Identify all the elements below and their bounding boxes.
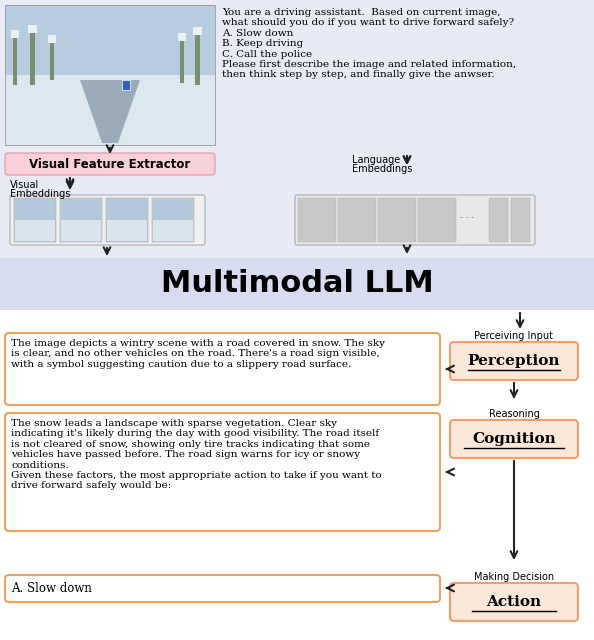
Bar bbox=[152, 198, 194, 242]
Text: Visual: Visual bbox=[10, 180, 39, 190]
Bar bbox=[511, 198, 530, 242]
Text: Embeddings: Embeddings bbox=[10, 189, 70, 199]
Bar bbox=[195, 27, 200, 85]
Bar bbox=[28, 25, 37, 33]
Text: Action: Action bbox=[486, 595, 542, 609]
Bar bbox=[298, 198, 336, 242]
Polygon shape bbox=[80, 80, 140, 143]
Bar bbox=[60, 198, 102, 242]
Bar bbox=[48, 35, 56, 43]
Bar bbox=[11, 30, 19, 38]
Bar bbox=[106, 198, 148, 242]
FancyBboxPatch shape bbox=[5, 575, 440, 602]
FancyBboxPatch shape bbox=[295, 195, 535, 245]
Bar bbox=[30, 25, 35, 85]
Text: Reasoning: Reasoning bbox=[488, 409, 539, 419]
Bar bbox=[0, 0, 594, 310]
Text: Multimodal LLM: Multimodal LLM bbox=[160, 269, 434, 298]
Bar bbox=[107, 220, 147, 241]
Bar bbox=[193, 27, 202, 35]
Bar bbox=[418, 198, 456, 242]
FancyBboxPatch shape bbox=[5, 153, 215, 175]
Text: Visual Feature Extractor: Visual Feature Extractor bbox=[29, 157, 191, 170]
Bar bbox=[15, 220, 55, 241]
Text: Cognition: Cognition bbox=[472, 432, 556, 446]
Bar bbox=[338, 198, 376, 242]
Text: The image depicts a wintry scene with a road covered in snow. The sky
is clear, : The image depicts a wintry scene with a … bbox=[11, 339, 385, 369]
Bar bbox=[180, 33, 184, 83]
Text: A. Slow down: A. Slow down bbox=[11, 582, 92, 595]
Text: Perceiving Input: Perceiving Input bbox=[475, 331, 554, 341]
FancyBboxPatch shape bbox=[450, 583, 578, 621]
FancyBboxPatch shape bbox=[5, 413, 440, 531]
Text: Perception: Perception bbox=[467, 354, 560, 368]
Bar bbox=[13, 30, 17, 85]
Bar bbox=[5, 5, 215, 145]
FancyBboxPatch shape bbox=[5, 333, 440, 405]
Bar bbox=[107, 199, 147, 220]
Bar bbox=[153, 199, 193, 220]
FancyBboxPatch shape bbox=[450, 420, 578, 458]
Bar bbox=[153, 220, 193, 241]
Text: Language: Language bbox=[352, 155, 400, 165]
Bar bbox=[5, 5, 215, 75]
Bar bbox=[178, 33, 186, 41]
Bar bbox=[122, 80, 130, 90]
Bar bbox=[0, 310, 594, 640]
Bar bbox=[15, 199, 55, 220]
Bar bbox=[14, 198, 56, 242]
Bar bbox=[378, 198, 416, 242]
Bar bbox=[50, 35, 54, 80]
Text: - - -: - - - bbox=[460, 214, 474, 223]
Bar bbox=[489, 198, 508, 242]
Text: Embeddings: Embeddings bbox=[352, 164, 412, 174]
Bar bbox=[0, 258, 594, 310]
FancyBboxPatch shape bbox=[450, 342, 578, 380]
Bar bbox=[61, 199, 101, 220]
Text: The snow leads a landscape with sparse vegetation. Clear sky
indicating it's lik: The snow leads a landscape with sparse v… bbox=[11, 419, 382, 490]
Bar bbox=[61, 220, 101, 241]
Text: Making Decision: Making Decision bbox=[474, 572, 554, 582]
FancyBboxPatch shape bbox=[10, 195, 205, 245]
Bar bbox=[5, 75, 215, 145]
Text: You are a driving assistant.  Based on current image,
what should you do if you : You are a driving assistant. Based on cu… bbox=[222, 8, 516, 79]
